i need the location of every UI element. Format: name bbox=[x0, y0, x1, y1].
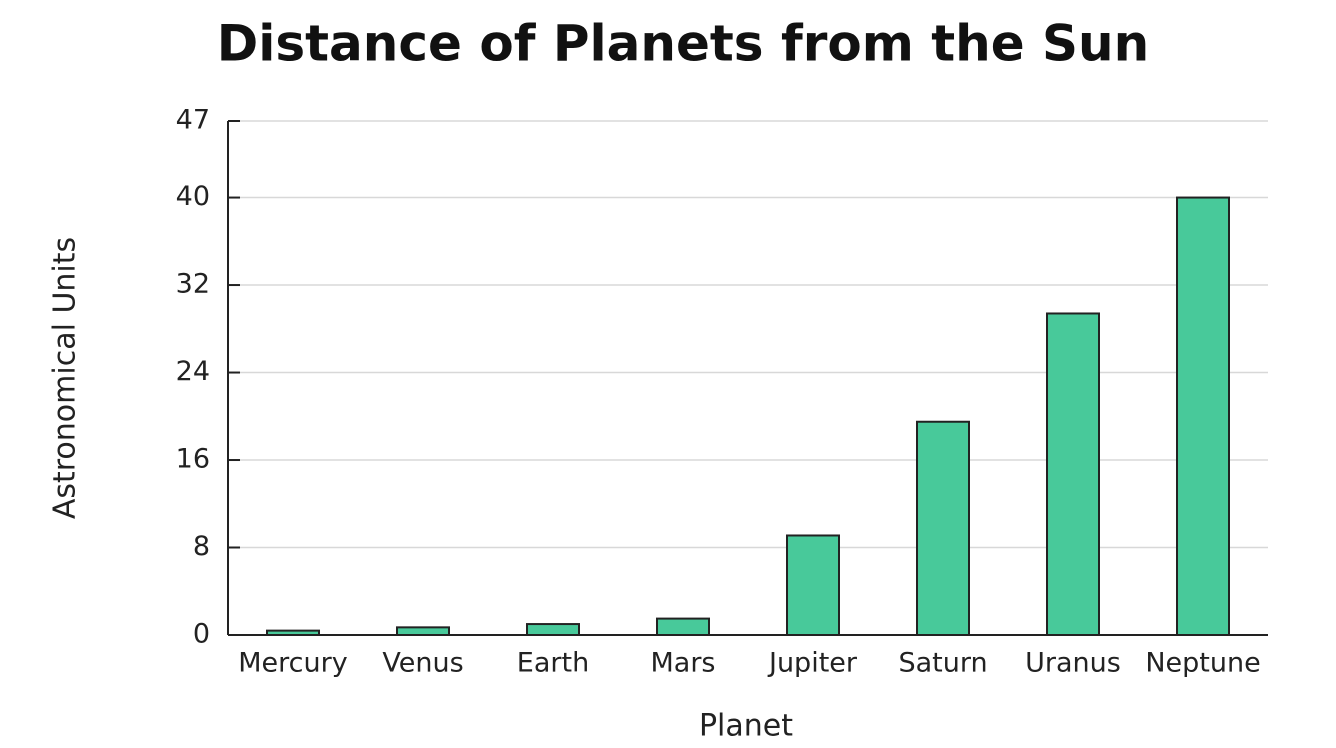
bar bbox=[786, 534, 840, 636]
bar bbox=[656, 617, 710, 637]
bar bbox=[396, 626, 450, 636]
bar bbox=[526, 623, 580, 637]
x-tick-label: Neptune bbox=[1145, 648, 1260, 679]
y-tick-label: 32 bbox=[176, 269, 210, 300]
bar bbox=[1046, 312, 1100, 636]
y-tick-label: 8 bbox=[193, 531, 210, 562]
x-tick-label: Jupiter bbox=[767, 648, 858, 679]
x-tick-label: Saturn bbox=[898, 648, 987, 679]
y-axis-label: Astronomical Units bbox=[48, 237, 83, 519]
x-tick-label: Mercury bbox=[238, 648, 347, 679]
x-tick-label: Venus bbox=[382, 648, 463, 679]
chart-title: Distance of Planets from the Sun bbox=[217, 15, 1150, 73]
x-tick-label: Mars bbox=[650, 648, 715, 679]
x-tick-label: Uranus bbox=[1025, 648, 1121, 679]
bar bbox=[916, 420, 970, 637]
bar bbox=[1176, 196, 1230, 636]
x-tick-label: Earth bbox=[517, 648, 589, 679]
y-tick-label: 40 bbox=[176, 181, 210, 212]
y-tick-label: 16 bbox=[176, 444, 210, 475]
y-tick-label: 24 bbox=[176, 356, 210, 387]
y-tick-label: 0 bbox=[193, 619, 210, 650]
x-axis-label: Planet bbox=[699, 709, 793, 744]
y-tick-label: 47 bbox=[176, 105, 210, 136]
